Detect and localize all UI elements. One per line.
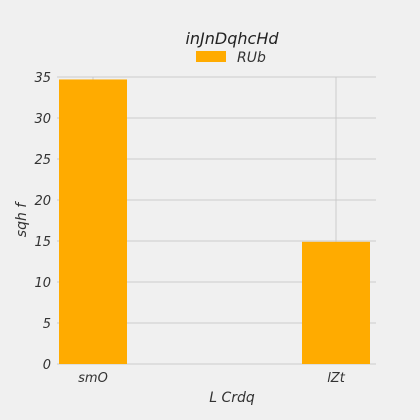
x-tick-label: smO <box>78 371 108 386</box>
x-axis-label: L Crdq <box>209 390 255 406</box>
y-tick-label: 0 <box>43 358 51 373</box>
y-tick-label: 20 <box>34 194 51 209</box>
bar-lZt <box>302 241 370 364</box>
legend-swatch <box>196 51 226 62</box>
chart-title: inJnDqhcHd <box>185 29 279 48</box>
x-tick-labels: smO lZt <box>78 371 346 386</box>
y-axis-label: sqh f <box>14 201 30 238</box>
y-tick-label: 15 <box>34 235 51 250</box>
legend-label: RUb <box>237 50 266 66</box>
x-tick-label: lZt <box>327 371 346 386</box>
y-tick-label: 30 <box>34 112 51 127</box>
bars <box>59 79 370 365</box>
legend: RUb <box>196 50 266 66</box>
y-tick-label: 25 <box>34 153 51 168</box>
y-tick-label: 35 <box>34 71 51 86</box>
y-tick-label: 10 <box>34 276 51 291</box>
y-tick-labels: 0 5 10 15 20 25 30 35 <box>34 71 51 373</box>
y-tick-label: 5 <box>43 317 51 332</box>
bar-smO <box>59 79 127 365</box>
